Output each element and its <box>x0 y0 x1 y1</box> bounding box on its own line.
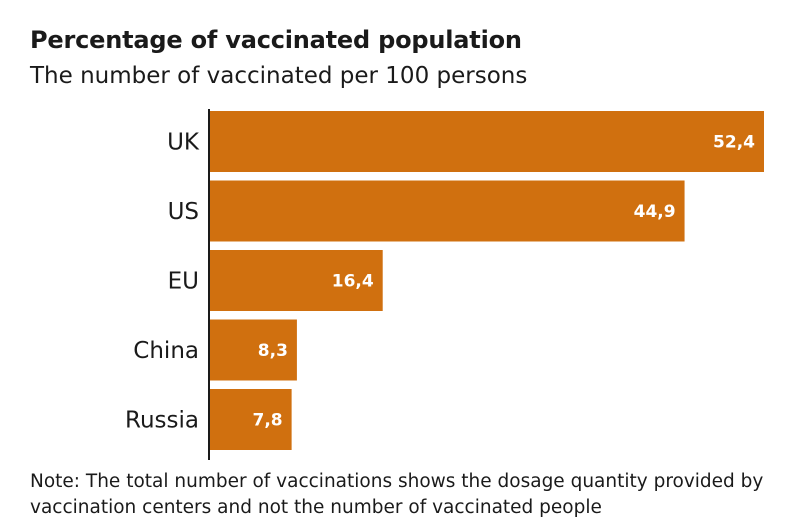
bar-china <box>209 319 297 381</box>
bar-value-label: 44,9 <box>634 202 676 222</box>
chart-title: Percentage of vaccinated population <box>30 26 522 54</box>
bar-value-label: 16,4 <box>332 272 374 292</box>
category-label: Russia <box>125 408 199 434</box>
bar-eu <box>209 250 383 311</box>
category-label: UK <box>167 130 200 156</box>
chart-subtitle: The number of vaccinated per 100 persons <box>30 63 528 89</box>
bar-us <box>209 180 685 242</box>
bar-value-label: 52,4 <box>713 133 755 153</box>
category-label: China <box>133 338 199 364</box>
category-label: US <box>168 199 199 225</box>
bar-value-label: 7,8 <box>252 411 282 431</box>
bar-russia <box>209 389 292 450</box>
bar-uk <box>209 111 764 172</box>
bar-value-label: 8,3 <box>258 341 288 361</box>
chart-note: Note: The total number of vaccinations s… <box>30 471 764 518</box>
category-label: EU <box>168 269 199 295</box>
